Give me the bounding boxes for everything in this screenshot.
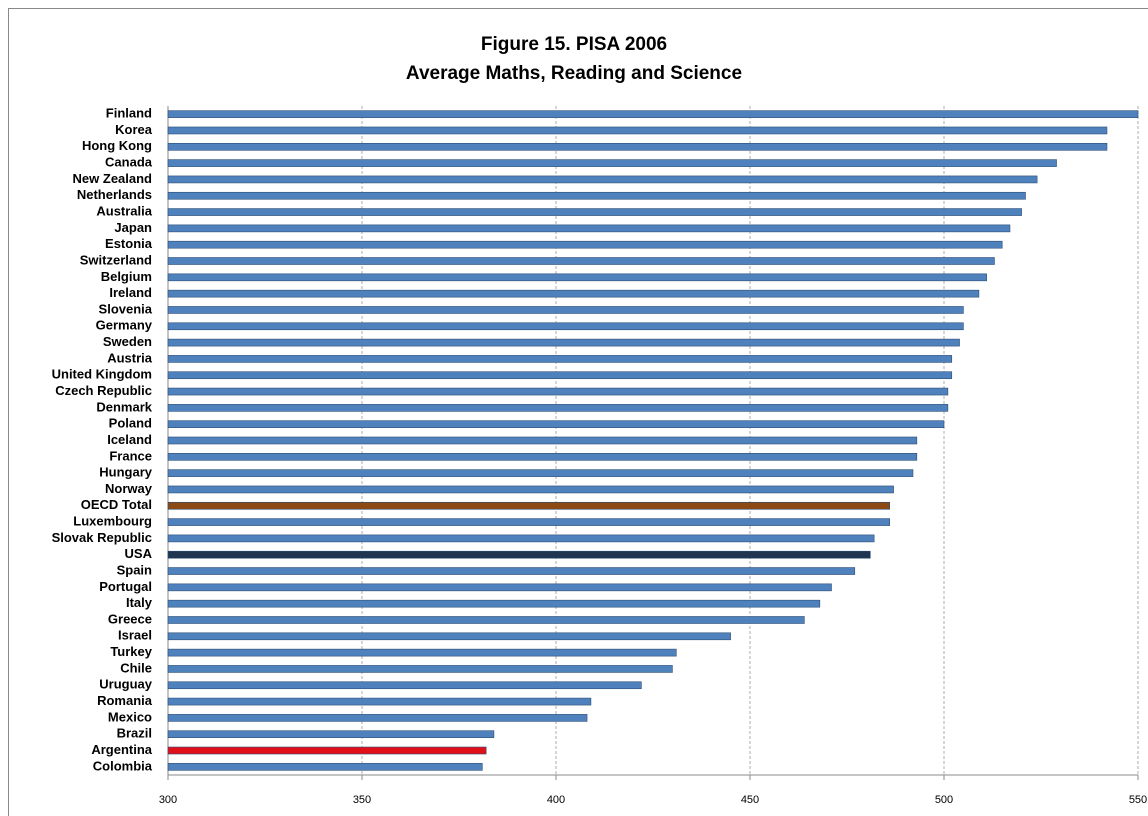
y-tick-label: Mexico [108, 709, 152, 724]
bar [167, 534, 875, 543]
y-tick-label: Sweden [103, 334, 152, 349]
bar [167, 371, 953, 380]
y-tick-label: Switzerland [80, 252, 152, 267]
x-tick-label: 400 [547, 794, 565, 806]
bar [167, 322, 964, 331]
y-tick-label: Uruguay [99, 677, 153, 692]
y-tick-label: Australia [96, 203, 152, 218]
bar [167, 273, 987, 282]
bar [167, 567, 856, 575]
y-tick-label: USA [125, 546, 153, 561]
chart-title: Average Maths, Reading and Science [406, 63, 742, 84]
y-tick-label: OECD Total [81, 497, 152, 512]
bar [167, 730, 495, 739]
x-tick-label: 300 [159, 794, 177, 806]
y-tick-label: Brazil [117, 726, 152, 741]
y-tick-label: Hungary [99, 465, 153, 480]
y-tick-label: Greece [108, 611, 152, 626]
x-tick-label: 350 [353, 794, 371, 806]
y-tick-label: Portugal [99, 579, 152, 594]
bar [167, 518, 890, 526]
y-tick-label: Japan [114, 220, 152, 235]
bar [167, 714, 588, 722]
y-tick-label: New Zealand [73, 171, 153, 186]
y-tick-label: Ireland [109, 285, 152, 300]
x-tick-label: 500 [935, 794, 953, 806]
bar [167, 306, 964, 314]
y-tick-label: Argentina [91, 742, 152, 757]
bar [167, 583, 832, 592]
bar [167, 142, 1108, 151]
bar [167, 763, 483, 771]
bar [167, 681, 642, 690]
bar [167, 469, 914, 477]
y-tick-label: Colombia [93, 758, 153, 773]
y-tick-label: Slovenia [99, 301, 153, 316]
bar [167, 648, 677, 657]
bar [167, 420, 945, 428]
y-tick-label: Slovak Republic [52, 530, 152, 545]
bar [167, 404, 949, 412]
bar [167, 175, 1038, 184]
bar [167, 550, 871, 559]
y-tick-label: Netherlands [77, 187, 152, 202]
bar [167, 616, 805, 624]
y-tick-label: Luxembourg [73, 514, 152, 529]
bar [167, 501, 890, 510]
y-tick-label: Hong Kong [82, 138, 152, 153]
y-tick-label: Czech Republic [55, 383, 152, 398]
y-tick-label: Belgium [101, 269, 152, 284]
bar [167, 191, 1026, 200]
y-tick-label: Poland [109, 416, 152, 431]
y-tick-label: Chile [120, 660, 152, 675]
bar [167, 355, 953, 363]
bar [167, 338, 960, 347]
y-tick-label: Turkey [110, 644, 152, 659]
y-tick-label: Spain [117, 562, 152, 577]
bar [167, 126, 1108, 135]
bar [167, 159, 1057, 167]
chart-title: Figure 15. PISA 2006 [481, 34, 667, 55]
bar [167, 632, 731, 641]
y-tick-label: Israel [118, 628, 152, 643]
x-tick-label: 450 [741, 794, 759, 806]
y-tick-label: Norway [105, 481, 153, 496]
x-tick-label: 550 [1129, 794, 1147, 806]
bar [167, 485, 894, 494]
bar [167, 599, 821, 608]
bar [167, 240, 1003, 249]
bar [167, 224, 1011, 233]
y-tick-label: Italy [126, 595, 153, 610]
y-tick-label: Romania [97, 693, 153, 708]
y-tick-label: United Kingdom [52, 367, 152, 382]
y-tick-label: Iceland [107, 432, 152, 447]
y-tick-label: France [109, 448, 152, 463]
bar [167, 110, 1139, 118]
bar [167, 387, 949, 396]
y-tick-label: Korea [115, 122, 153, 137]
bar [167, 453, 918, 461]
y-tick-label: Canada [105, 155, 153, 170]
y-tick-label: Germany [96, 318, 153, 333]
y-tick-label: Finland [106, 106, 152, 121]
bar [167, 746, 487, 755]
bar [167, 436, 918, 445]
bar [167, 665, 673, 673]
bar [167, 289, 980, 298]
bar [167, 208, 1022, 216]
bar [167, 257, 995, 265]
y-tick-label: Austria [107, 350, 153, 365]
bar [167, 697, 592, 706]
y-tick-label: Denmark [96, 399, 152, 414]
y-tick-label: Estonia [105, 236, 153, 251]
